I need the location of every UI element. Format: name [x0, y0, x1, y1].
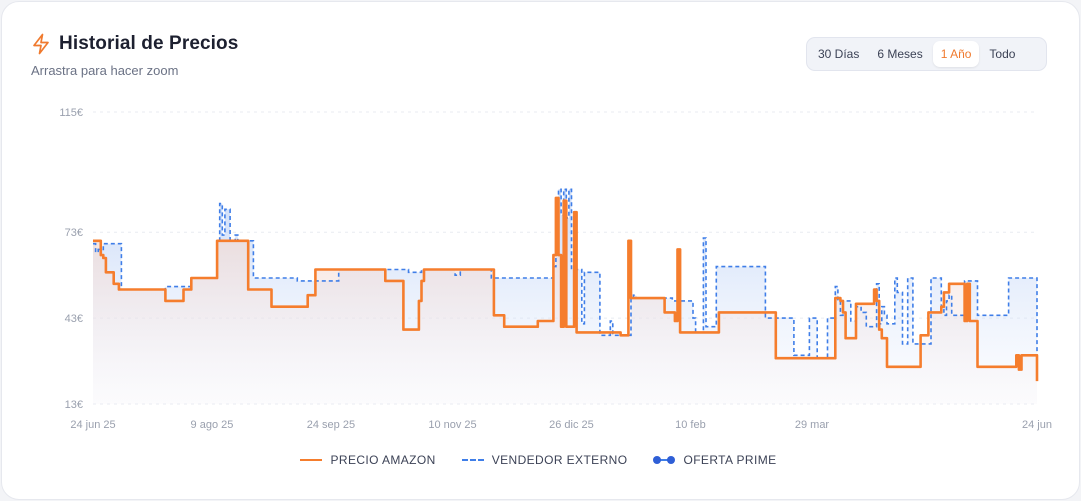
time-range-selector: 30 Días 6 Meses 1 Año Todo	[806, 37, 1047, 71]
x-axis-ticks: 24 jun 25 9 ago 25 24 sep 25 10 nov 25 26 di…	[70, 419, 1052, 431]
range-30-days-button[interactable]: 30 Días	[818, 47, 860, 61]
chart-legend: PRECIO AMAZON VENDEDOR EXTERNO OFERTA PR…	[0, 453, 1077, 467]
y-tick-label: 73€	[65, 227, 83, 239]
price-history-chart[interactable]: 13€ 43€ 73€ 115€ 24 jun 25 9 ago 25 24 sep 25…	[0, 0, 1081, 445]
x-tick-label: 10 feb	[675, 419, 706, 431]
legend-label: OFERTA PRIME	[683, 453, 777, 467]
legend-amazon-price[interactable]: PRECIO AMAZON	[300, 453, 435, 467]
x-tick-label: 24 jun 25	[70, 419, 115, 431]
lightning-bolt-icon	[31, 33, 51, 55]
x-tick-label: 10 nov 25	[428, 419, 476, 431]
x-tick-label: 29 mar	[795, 419, 830, 431]
title-row: Historial de Precios	[31, 33, 238, 55]
dotted-line-swatch-icon	[653, 454, 676, 466]
legend-label: VENDEDOR EXTERNO	[491, 453, 628, 467]
legend-label: PRECIO AMAZON	[330, 453, 436, 467]
chart-header: Historial de Precios Arrastra para hacer…	[31, 33, 238, 78]
solid-line-swatch-icon	[300, 454, 323, 466]
range-1-year-button[interactable]: 1 Año	[932, 41, 980, 67]
range-all-button[interactable]: Todo	[989, 47, 1016, 61]
x-tick-label: 24 sep 25	[307, 419, 355, 431]
y-axis-ticks: 13€ 43€ 73€ 115€	[59, 107, 83, 411]
x-tick-label: 26 dic 25	[549, 419, 594, 431]
y-tick-label: 115€	[59, 107, 83, 119]
x-tick-label: 9 ago 25	[191, 419, 234, 431]
chart-subtitle: Arrastra para hacer zoom	[31, 63, 179, 78]
x-tick-label: 24 jun	[1022, 419, 1052, 431]
amazon-price-line[interactable]	[93, 196, 1039, 382]
y-tick-label: 43€	[65, 313, 83, 325]
range-6-months-button[interactable]: 6 Meses	[877, 47, 923, 61]
y-tick-label: 13€	[65, 399, 83, 411]
chart-lines	[93, 188, 1039, 382]
page-title: Historial de Precios	[59, 33, 239, 54]
legend-prime-offer[interactable]: OFERTA PRIME	[653, 453, 776, 467]
legend-external-seller[interactable]: VENDEDOR EXTERNO	[461, 453, 628, 467]
dashed-line-swatch-icon	[461, 454, 484, 466]
external-seller-line[interactable]	[93, 188, 1038, 382]
